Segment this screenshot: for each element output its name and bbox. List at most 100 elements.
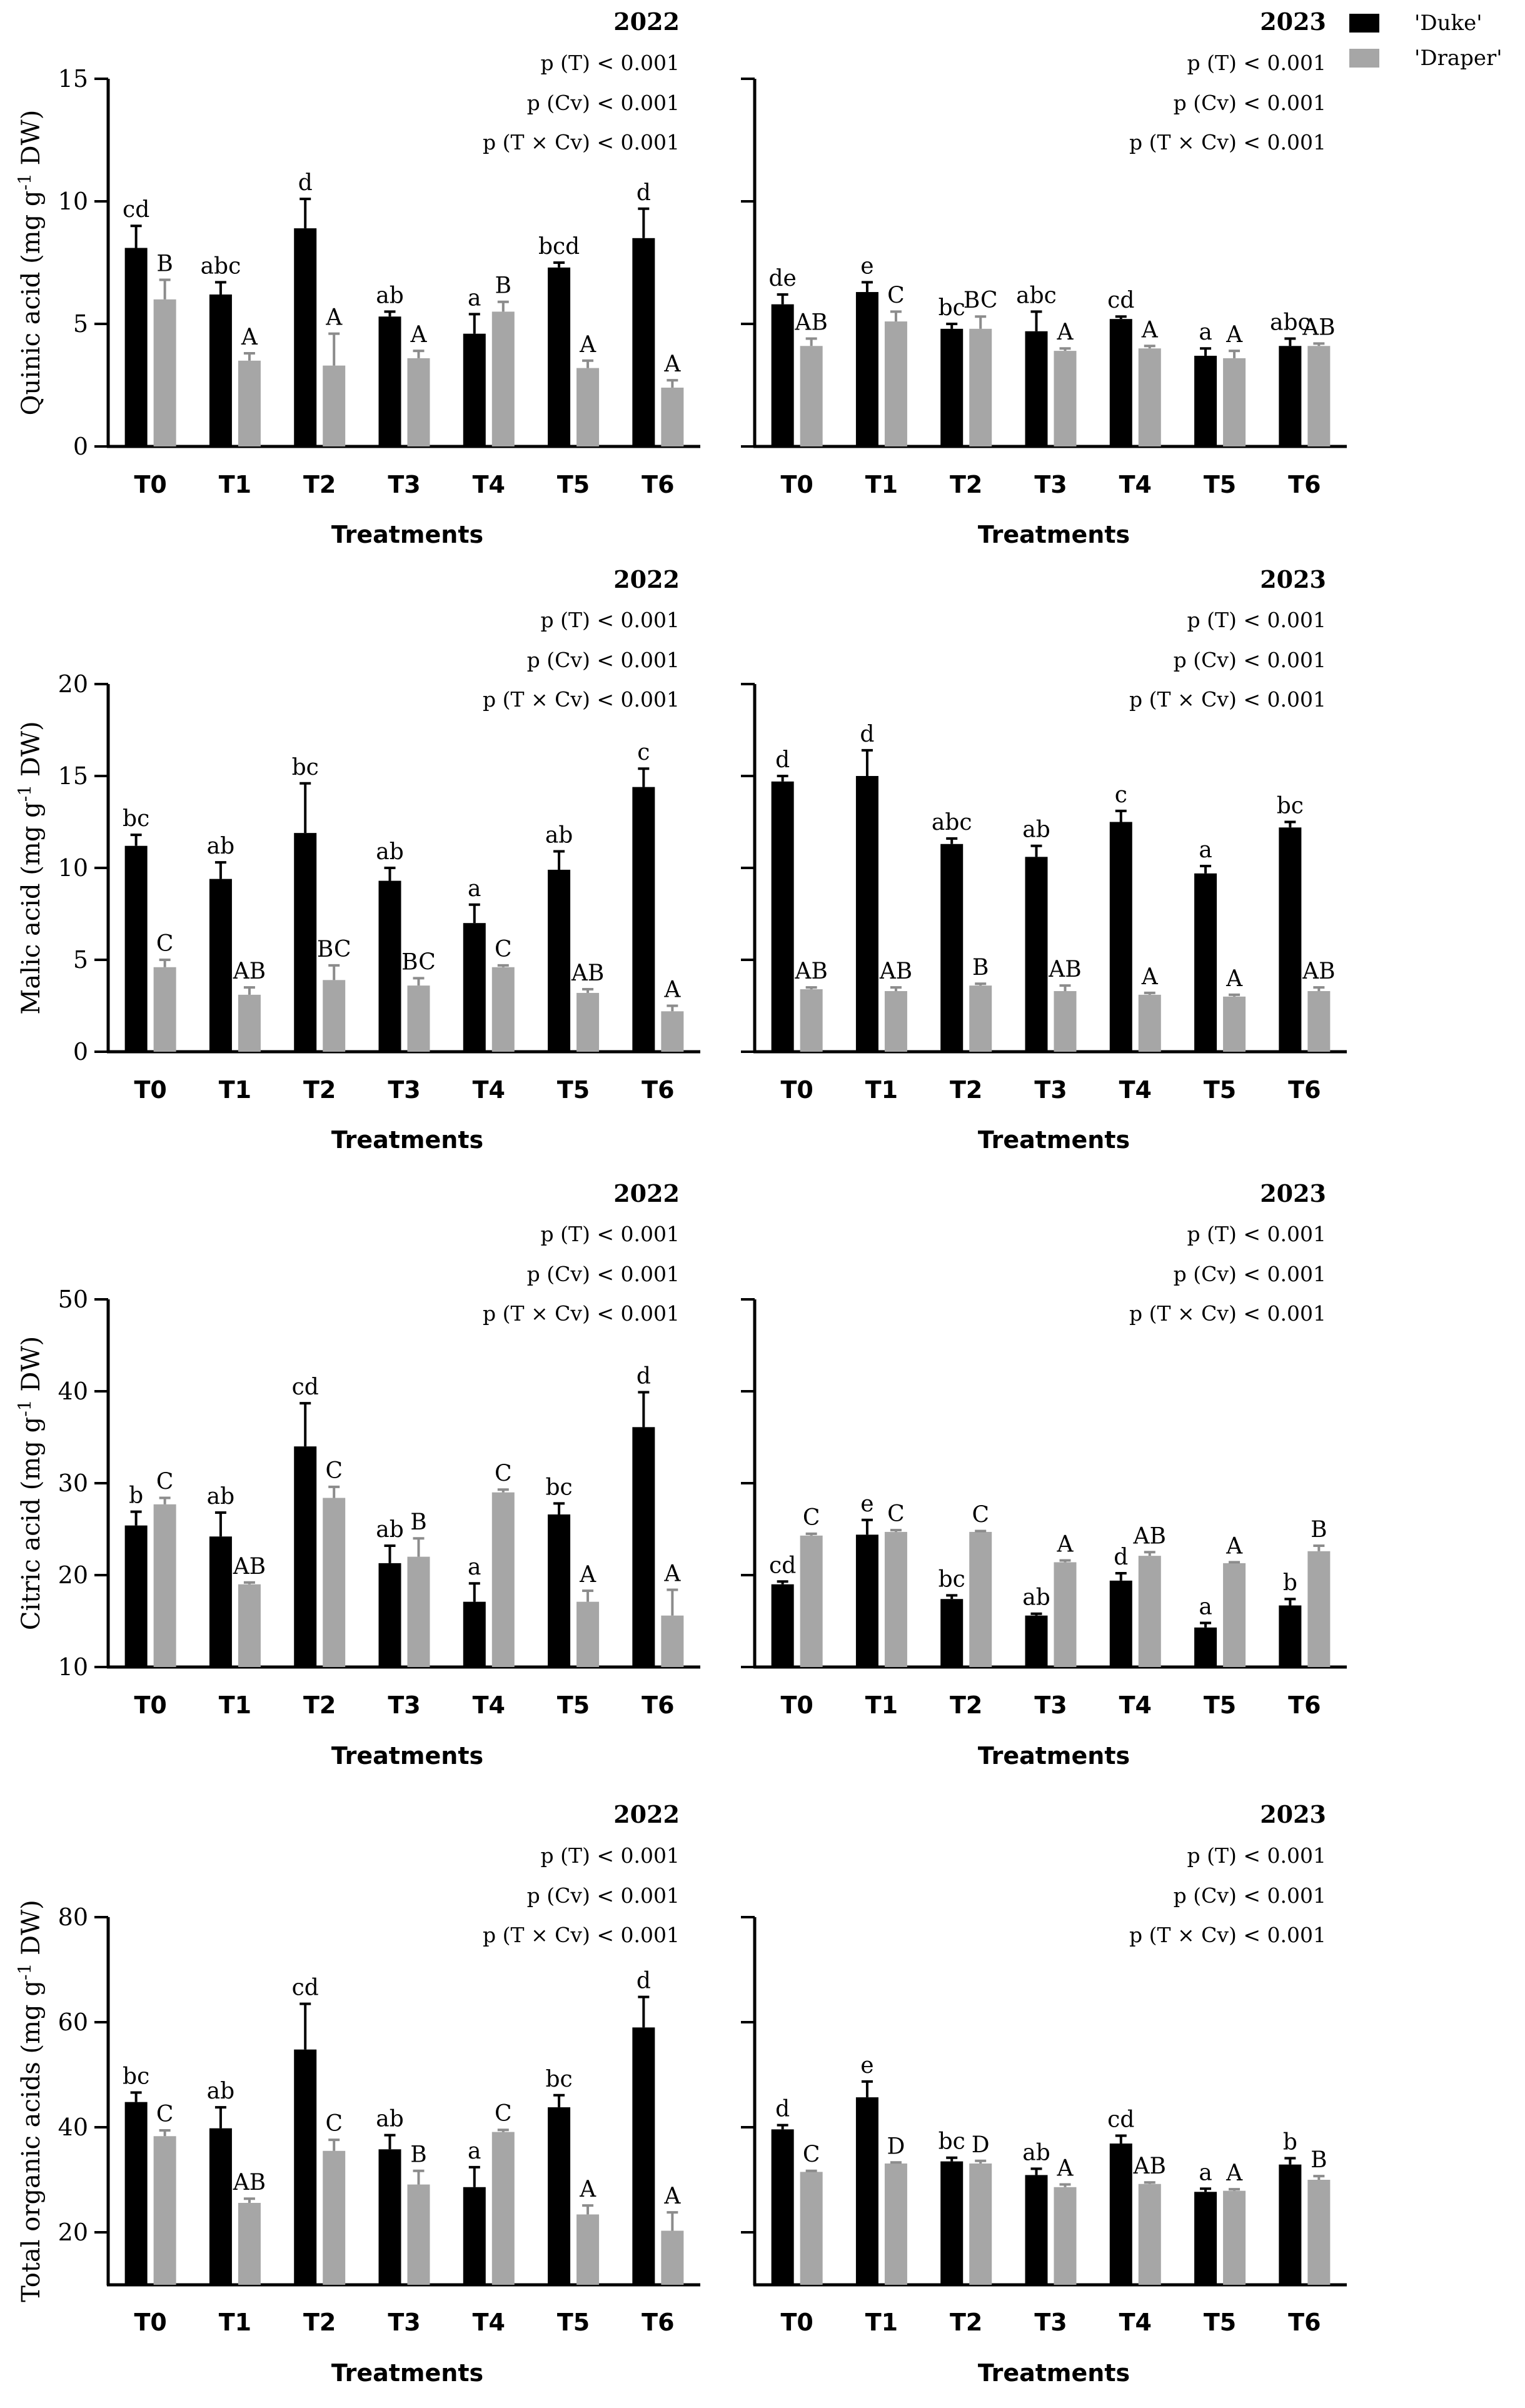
significance-letter: a	[468, 876, 481, 902]
significance-letter: AB	[1302, 959, 1335, 984]
significance-letter: B	[495, 273, 511, 299]
bar-draper	[800, 2172, 823, 2285]
bar-draper	[884, 321, 907, 446]
bar-duke	[855, 2097, 878, 2285]
x-tick-label: T6	[642, 471, 674, 498]
chart-panel: 10 20 30 40 50 2022 p (T) < 0.001 p (Cv) < 0.00…	[14, 1179, 700, 1770]
x-tick-label: T3	[1034, 471, 1067, 498]
significance-letter: A	[663, 1561, 681, 1587]
stats-line: p (Cv) < 0.001	[1174, 1883, 1326, 1908]
significance-letter: d	[637, 1363, 651, 1389]
bar-draper	[407, 358, 430, 446]
x-tick-label: T2	[303, 2309, 336, 2336]
bar-duke	[1109, 1580, 1132, 1667]
chart-title: 2022	[613, 1179, 680, 1207]
x-tick-label: T2	[303, 1076, 336, 1104]
stats-line: p (T) < 0.001	[1187, 608, 1326, 632]
bar-duke	[548, 869, 571, 1052]
bar-duke	[855, 1534, 878, 1667]
x-tick-label: T4	[473, 2309, 505, 2336]
bar-duke	[1194, 355, 1217, 446]
significance-letter: C	[156, 931, 174, 957]
significance-letter: bc	[939, 295, 965, 321]
significance-letter: A	[410, 322, 428, 348]
bar-draper	[238, 360, 261, 446]
bar-duke	[1194, 1627, 1217, 1667]
significance-letter: ab	[376, 2107, 404, 2132]
y-tick-label: 5	[73, 946, 88, 974]
significance-letter: B	[410, 2142, 426, 2168]
x-tick-label: T2	[303, 471, 336, 498]
significance-letter: A	[579, 2177, 596, 2202]
significance-letter: B	[972, 955, 989, 980]
bar-duke	[771, 781, 794, 1052]
bar-duke	[1109, 2144, 1132, 2285]
y-tick-label: 10	[58, 854, 88, 882]
significance-letter: cd	[123, 197, 149, 223]
significance-letter: ab	[545, 823, 573, 849]
significance-letter: A	[1226, 966, 1243, 992]
stats-line: p (Cv) < 0.001	[527, 1883, 680, 1908]
y-tick-label: 30	[58, 1469, 88, 1497]
x-tick-label: T4	[1119, 1691, 1152, 1719]
significance-letter: A	[663, 2184, 681, 2209]
chart-title: 2022	[613, 8, 680, 36]
x-tick-label: T6	[1288, 471, 1321, 498]
x-tick-label: T1	[219, 1691, 251, 1719]
significance-letter: A	[1057, 1531, 1074, 1557]
significance-letter: B	[1311, 1517, 1327, 1543]
bar-draper	[1223, 358, 1246, 446]
significance-letter: A	[1141, 964, 1159, 990]
significance-letter: bc	[545, 1474, 572, 1500]
bar-draper	[969, 985, 992, 1052]
bar-draper	[491, 967, 515, 1052]
bar-duke	[378, 316, 401, 446]
x-axis-label: Treatments	[978, 1126, 1130, 1154]
significance-letter: C	[803, 2142, 820, 2168]
x-tick-label: T2	[950, 471, 982, 498]
significance-letter: de	[768, 266, 796, 291]
significance-letter: BC	[317, 937, 351, 962]
significance-letter: C	[887, 1501, 905, 1527]
bar-draper	[576, 2214, 600, 2285]
x-axis-label: Treatments	[331, 1126, 483, 1154]
bar-duke	[378, 1563, 401, 1667]
y-tick-label: 5	[73, 310, 88, 338]
bar-draper	[1307, 2180, 1331, 2285]
significance-letter: C	[325, 2111, 343, 2137]
bar-duke	[294, 228, 317, 446]
significance-letter: ab	[1022, 2140, 1050, 2165]
x-tick-label: T4	[473, 1691, 505, 1719]
stats-line: p (T × Cv) < 0.001	[1129, 687, 1326, 712]
x-tick-label: T1	[865, 1076, 898, 1104]
bar-duke	[1025, 1615, 1048, 1667]
significance-letter: A	[241, 325, 258, 350]
significance-letter: C	[972, 1502, 989, 1528]
bar-draper	[576, 1601, 600, 1667]
x-tick-label: T6	[642, 2309, 674, 2336]
significance-letter: d	[1114, 1544, 1128, 1570]
significance-letter: a	[468, 1554, 481, 1580]
bar-duke	[124, 845, 148, 1052]
significance-letter: AB	[1048, 957, 1081, 982]
y-axis-label: Quinic acid (mg g-1 DW)	[14, 110, 46, 416]
x-axis-label: Treatments	[978, 2359, 1130, 2387]
significance-letter: AB	[233, 1554, 266, 1579]
bar-draper	[1138, 348, 1161, 446]
significance-letter: d	[775, 2097, 790, 2122]
bar-duke	[124, 1525, 148, 1667]
significance-letter: A	[1226, 322, 1243, 348]
bar-duke	[632, 1427, 655, 1667]
bar-draper	[661, 1615, 684, 1667]
significance-letter: abc	[201, 253, 241, 279]
significance-letter: C	[495, 937, 512, 962]
bar-draper	[153, 299, 176, 446]
x-tick-label: T5	[557, 1076, 590, 1104]
bar-duke	[771, 1584, 794, 1667]
y-tick-label: 20	[58, 2219, 88, 2246]
x-axis-label: Treatments	[331, 521, 483, 548]
significance-letter: cd	[1107, 2107, 1134, 2132]
stats-line: p (T × Cv) < 0.001	[483, 130, 680, 154]
x-tick-label: T3	[1034, 2309, 1067, 2336]
significance-letter: C	[325, 1458, 343, 1484]
